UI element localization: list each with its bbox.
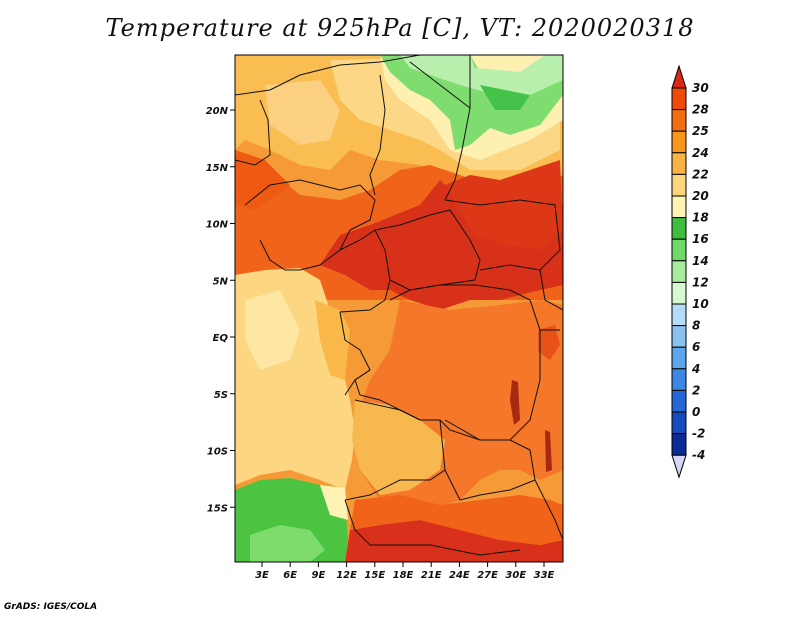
- colorbar-label: 10: [692, 297, 709, 311]
- chad-sudan-border: [444, 107, 471, 201]
- colorbar-label: -2: [692, 427, 705, 441]
- colorbar-label: -4: [692, 448, 705, 462]
- colorbar-swatch: [671, 389, 687, 413]
- gulf-paler-patch: [245, 290, 300, 370]
- colorbar-swatch: [671, 260, 687, 283]
- lat-tick-label: 10S: [207, 447, 228, 458]
- east-africa-border: [539, 269, 563, 311]
- nw-pale-patch: [265, 80, 340, 145]
- lon-tick-label: 33E: [534, 570, 555, 581]
- north-border: [235, 55, 421, 96]
- lon-tick-label: 27E: [477, 570, 498, 581]
- lake-malawi: [545, 430, 552, 472]
- angola-plateau-yellow: [352, 400, 445, 495]
- country-borders: [235, 55, 563, 556]
- colorbar-label: 14: [692, 254, 709, 268]
- congo-gabon-border: [339, 311, 371, 396]
- north-light-green-region: [400, 55, 563, 100]
- colorbar-label: 0: [692, 405, 700, 419]
- lon-tick-label: 18E: [393, 570, 414, 581]
- lon-tick-label: 30E: [505, 570, 526, 581]
- east-hot-core: [445, 160, 563, 250]
- colorbar-label: 16: [692, 232, 709, 246]
- lon-tick-label: 24E: [449, 570, 470, 581]
- lat-tick-label: 5S: [214, 390, 228, 401]
- south-sudan-outline: [444, 199, 561, 271]
- lon-tick-label: 9E: [312, 570, 326, 581]
- colorbar-label: 28: [692, 103, 709, 117]
- cameroon-border: [339, 229, 391, 313]
- colorbar-label: 12: [692, 275, 709, 289]
- colorbar-swatch: [671, 303, 687, 327]
- colorbar-label: 4: [691, 362, 700, 376]
- mozambique-border: [534, 479, 563, 541]
- colorbar-swatch: [671, 195, 687, 219]
- chart-title: Temperature at 925hPa [C], VT: 202002031…: [105, 14, 695, 42]
- colorbar-swatch: [671, 325, 687, 348]
- north-strong-green: [480, 85, 530, 110]
- colorbar-swatch: [671, 217, 687, 240]
- colorbar-label: 24: [692, 146, 709, 160]
- colorbar-label: 6: [692, 340, 700, 354]
- lat-tick-label: 5N: [213, 276, 229, 287]
- colorbar-swatch: [671, 173, 687, 197]
- colorbar-top-arrow: [671, 64, 687, 89]
- colorbar-swatch: [671, 433, 687, 456]
- latitude-axis: 20N 15N 10N 5N EQ 5S 10S 15S: [206, 106, 235, 514]
- colorbar-swatch: [671, 238, 687, 262]
- colorbar-swatch: [671, 346, 687, 370]
- temperature-field: [235, 55, 563, 562]
- colorbar-bottom-arrow: [671, 454, 687, 479]
- lake-victoria: [538, 325, 560, 360]
- colorbar-label: 30: [692, 81, 709, 95]
- namibia-border: [344, 499, 521, 556]
- lat-tick-label: 15N: [206, 163, 229, 174]
- colorbar-label: 20: [692, 189, 709, 203]
- lat-tick-label: 20N: [206, 106, 229, 117]
- colorbar-swatch: [671, 152, 687, 175]
- colorbar-label: 25: [692, 124, 709, 138]
- southern-orange-band: [350, 495, 563, 545]
- west-border-mali: [235, 99, 271, 166]
- colorbar-label: 18: [692, 211, 709, 225]
- longitude-axis: 3E 6E 9E 12E 15E 18E 21E 24E 27E 30E 33E: [255, 562, 555, 581]
- lat-tick-label: 10N: [206, 220, 229, 231]
- colorbar-swatch: [671, 130, 687, 154]
- lon-tick-label: 12E: [336, 570, 357, 581]
- lon-tick-label: 21E: [421, 570, 442, 581]
- west-sahel-orange: [235, 150, 290, 210]
- grads-credit: GrADS: IGES/COLA: [4, 602, 98, 612]
- lake-tanganyika: [510, 380, 520, 425]
- colorbar-label: 8: [692, 319, 700, 333]
- lat-tick-label: EQ: [213, 333, 229, 344]
- southwest-light-green: [250, 525, 325, 562]
- colorbar-swatch: [671, 281, 687, 305]
- central-africa-hot-core: [320, 180, 563, 310]
- colorbar-label: 2: [692, 383, 700, 397]
- colorbar-swatch: [671, 411, 687, 435]
- lon-tick-label: 3E: [255, 570, 269, 581]
- niger-chad-border: [369, 74, 386, 196]
- north-green-region: [380, 55, 563, 150]
- lon-tick-label: 6E: [283, 570, 297, 581]
- lat-tick-label: 15S: [207, 503, 228, 514]
- colorbar-label: 22: [692, 167, 709, 181]
- nigeria-outline: [244, 179, 376, 271]
- lon-tick-label: 15E: [364, 570, 385, 581]
- colorbar-swatch: [671, 109, 687, 132]
- southwest-pale-edge: [320, 485, 348, 520]
- colorbar-swatch: [671, 368, 687, 391]
- colorbar-swatch: [671, 87, 687, 111]
- map-frame: [234, 54, 564, 563]
